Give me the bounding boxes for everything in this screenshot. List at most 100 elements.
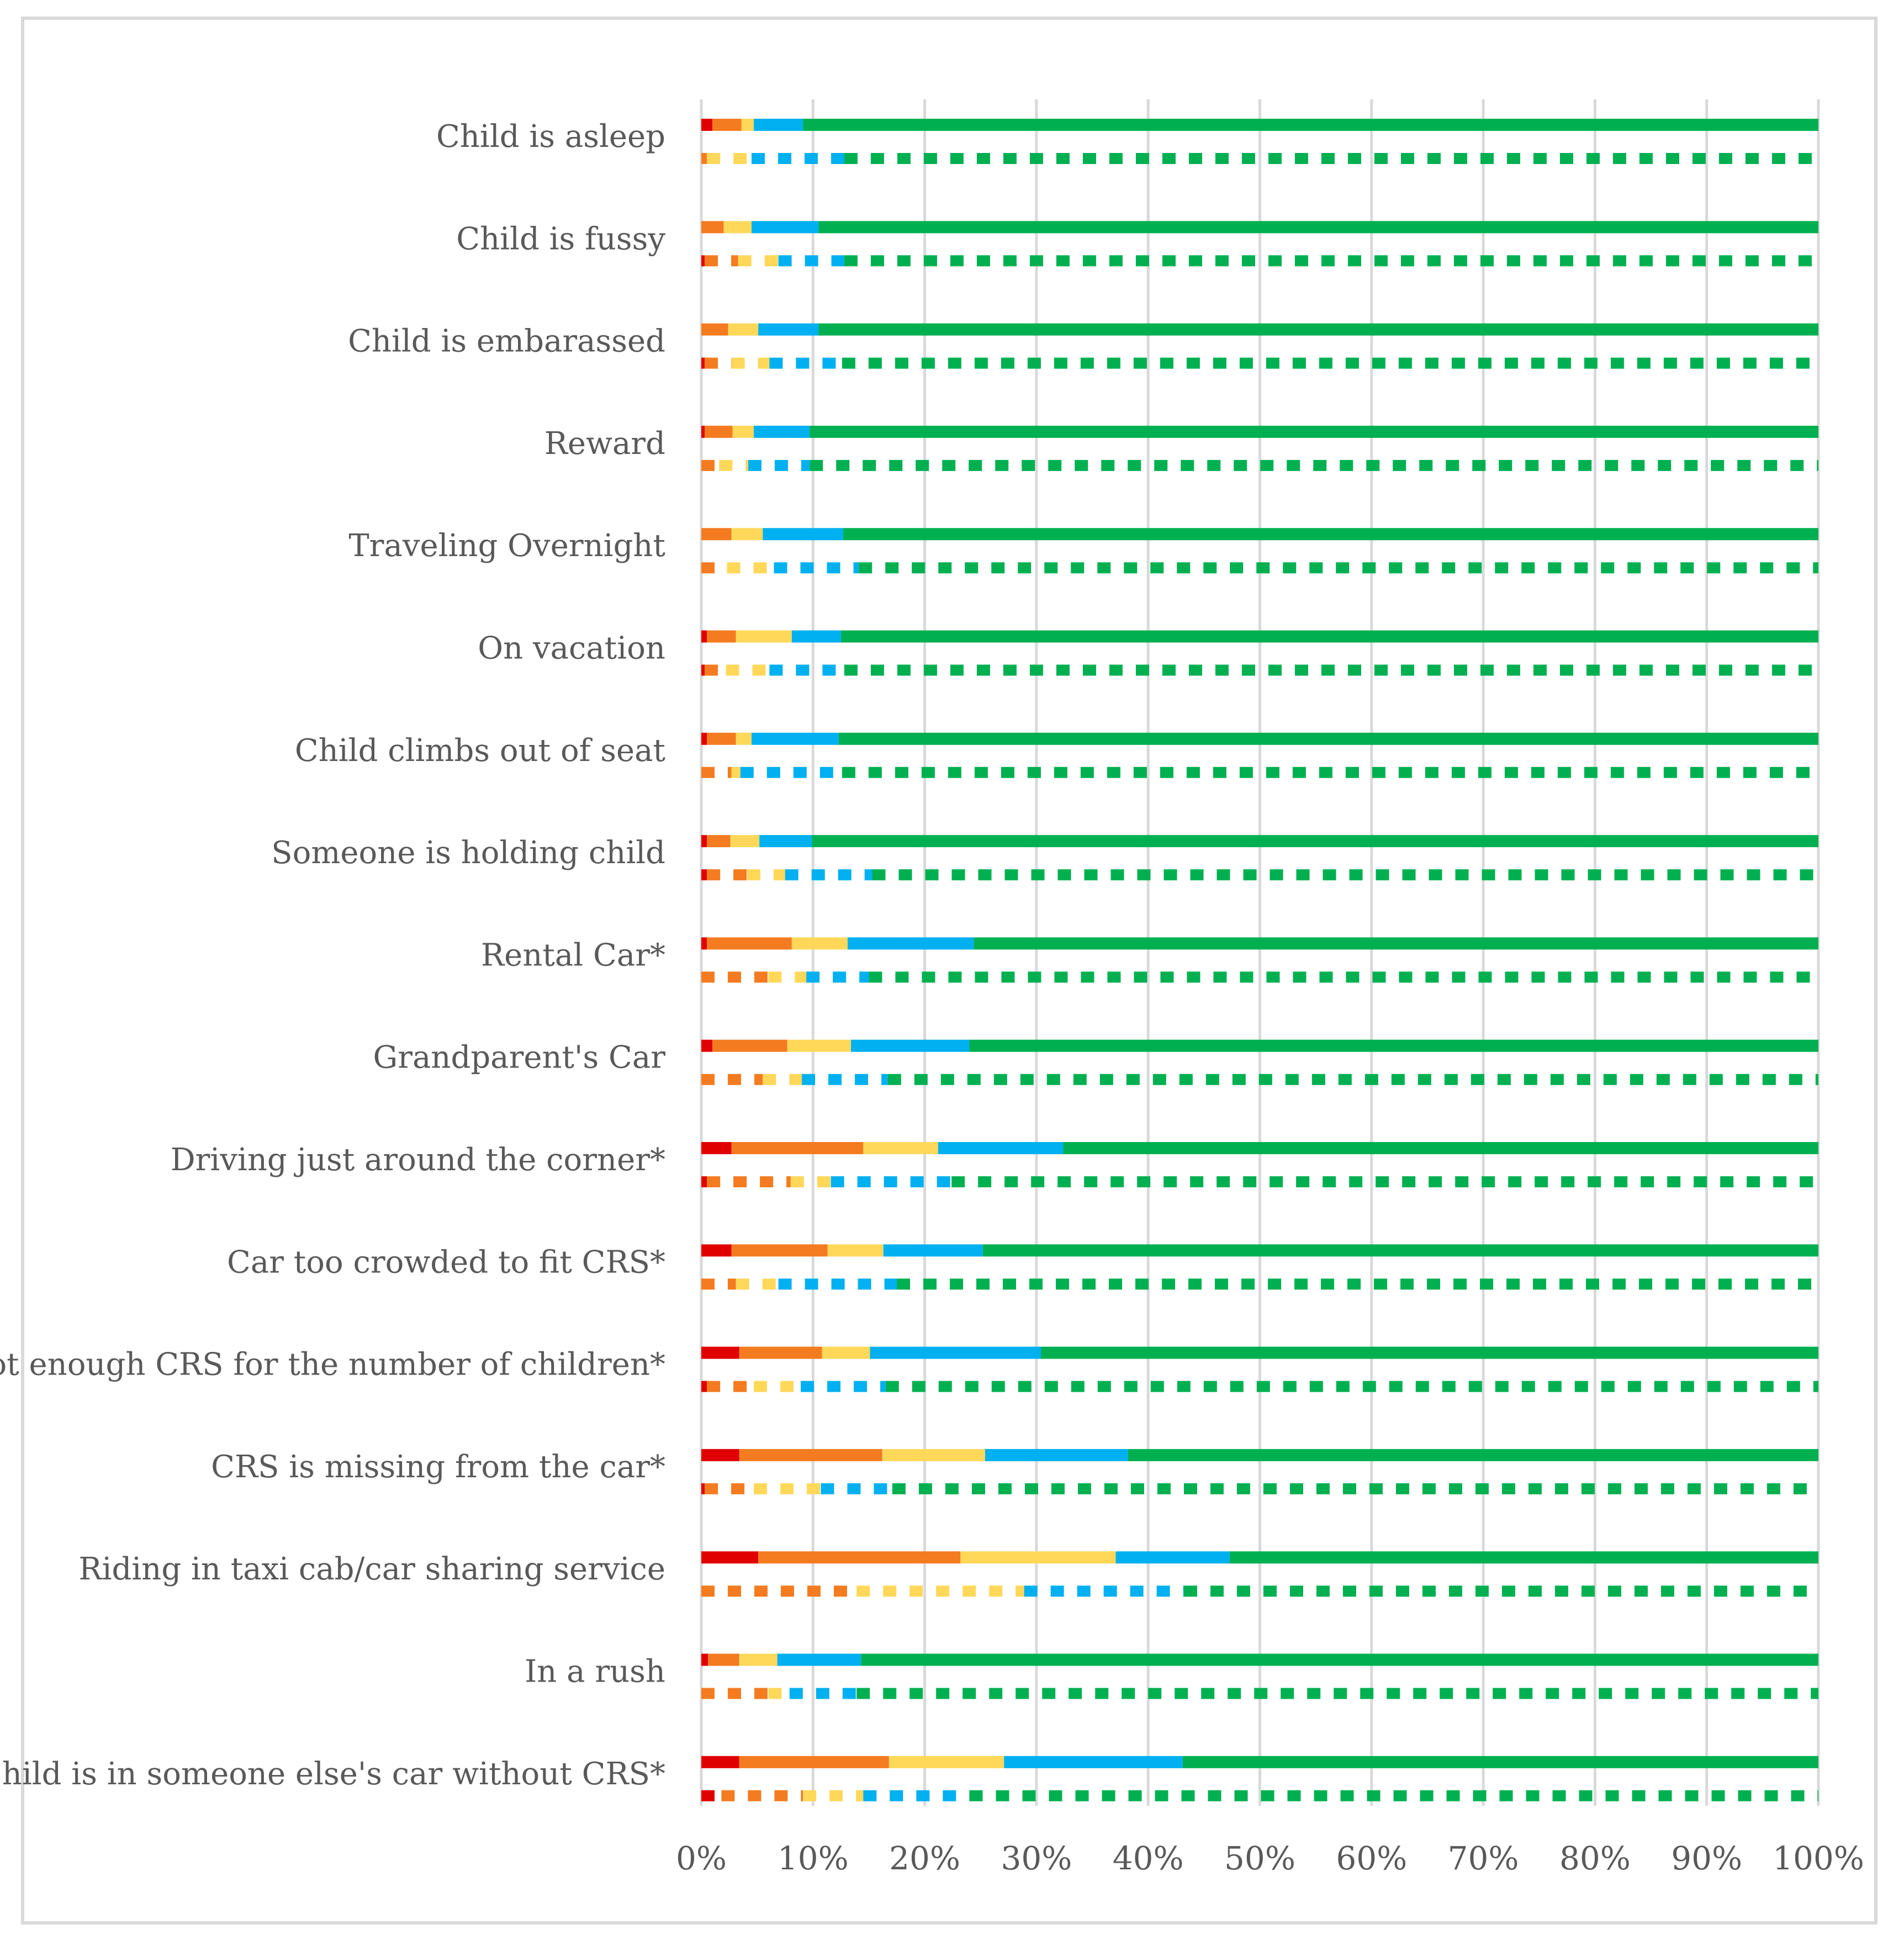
x-axis-tick-labels: 0% 10% 20% 30% 40% 50% 60% 70% 80% 90% 100% <box>676 1840 1864 1877</box>
gridlines <box>700 99 1820 1806</box>
bar-segment-solid <box>888 1756 1004 1768</box>
x-tick-label: 20% <box>889 1840 960 1877</box>
x-tick-label: 40% <box>1113 1840 1184 1877</box>
bar-segment-solid <box>758 323 819 336</box>
category-label: Someone is holding child <box>271 835 665 871</box>
bar-segment-solid <box>758 1551 961 1564</box>
bar-segment-solid <box>938 1142 1064 1154</box>
category-labels: Child is asleep Child is fussy Child is em… <box>0 119 665 1792</box>
bar-segment-solid <box>838 732 1818 745</box>
bar-segment-solid <box>701 119 713 131</box>
bar-segment-solid <box>754 119 803 131</box>
bar-segment-solid <box>701 1346 739 1359</box>
bar-segment-solid <box>701 528 732 541</box>
bar-segment-solid <box>777 1653 861 1666</box>
bar-segment-solid <box>870 1346 1041 1359</box>
category-label: Child is in someone else's car without C… <box>0 1756 665 1792</box>
bar-segment-solid <box>736 630 792 643</box>
x-tick-label: 70% <box>1448 1840 1519 1877</box>
bar-segment-solid <box>752 732 839 745</box>
category-label: Riding in taxi cab/car sharing service <box>78 1551 665 1587</box>
bar-segment-solid <box>701 1039 713 1052</box>
bar-segment-solid <box>739 1756 889 1768</box>
bar-segment-solid <box>974 937 1818 950</box>
bar-segment-solid <box>827 1244 884 1257</box>
bar-segment-solid <box>732 425 754 438</box>
bar-segment-solid <box>701 1653 708 1666</box>
category-label: Child is embarassed <box>348 324 665 360</box>
x-tick-label: 30% <box>1001 1840 1072 1877</box>
bar-segment-solid <box>818 323 1818 336</box>
x-tick-label: 100% <box>1773 1840 1864 1877</box>
category-label: Child is fussy <box>456 221 665 257</box>
bar-segment-solid <box>763 528 843 541</box>
bar-segment-solid <box>707 835 731 848</box>
bar-segment-solid <box>723 221 752 234</box>
x-tick-label: 50% <box>1224 1840 1295 1877</box>
bar-segment-solid <box>701 1756 739 1768</box>
bar-segment-solid <box>708 1653 739 1666</box>
bar-segment-solid <box>701 937 707 950</box>
bar-segment-solid <box>840 630 1818 643</box>
category-label: Car too crowded to fit CRS* <box>227 1244 665 1280</box>
bar-segment-solid <box>701 1244 732 1257</box>
bar-segment-solid <box>701 1449 739 1461</box>
bar-segment-solid <box>730 835 760 848</box>
bar-segment-solid <box>1115 1551 1230 1564</box>
bar-segment-solid <box>701 425 705 438</box>
bar-segment-solid <box>810 425 1818 438</box>
category-label: Traveling Overnight <box>348 528 665 564</box>
bar-segment-solid <box>803 119 1818 131</box>
bar-segment-solid <box>712 1039 787 1052</box>
category-label: CRS is missing from the car* <box>211 1449 665 1485</box>
bar-segment-solid <box>705 425 733 438</box>
bar-segment-solid <box>701 835 707 848</box>
bar-segment-solid <box>1004 1756 1183 1768</box>
bar-segment-solid <box>736 732 752 745</box>
bar-segment-solid <box>752 221 819 234</box>
bar-segment-solid <box>822 1346 870 1359</box>
x-tick-label: 60% <box>1336 1840 1407 1877</box>
bar-segment-solid <box>731 528 763 541</box>
bar-segment-solid <box>707 732 736 745</box>
bar-segment-solid <box>969 1039 1818 1052</box>
bar-segment-solid <box>812 835 1818 848</box>
bar-segment-solid <box>759 835 812 848</box>
bar-segment-solid <box>1182 1756 1818 1768</box>
x-tick-label: 10% <box>778 1840 849 1877</box>
bar-segment-solid <box>863 1142 938 1154</box>
category-label: Child climbs out of seat <box>295 733 666 769</box>
x-tick-label: 80% <box>1559 1840 1631 1877</box>
category-label: In a rush <box>525 1654 665 1690</box>
x-tick-label: 90% <box>1671 1840 1742 1877</box>
category-label: Driving just around the corner* <box>171 1142 665 1178</box>
category-label: Rental Car* <box>481 937 665 973</box>
category-label: Not enough CRS for the number of childre… <box>0 1347 665 1383</box>
bar-segment-solid <box>739 1653 778 1666</box>
bar-segment-solid <box>728 323 759 336</box>
bars <box>701 119 1818 1801</box>
bar-segment-solid <box>883 1244 983 1257</box>
bar-segment-solid <box>739 1449 882 1461</box>
category-label: Grandparent's Car <box>373 1040 666 1076</box>
bar-segment-solid <box>843 528 1818 541</box>
bar-segment-solid <box>701 1142 732 1154</box>
bar-segment-solid <box>741 119 754 131</box>
category-label: On vacation <box>478 631 665 667</box>
bar-segment-solid <box>960 1551 1116 1564</box>
bar-segment-solid <box>861 1653 1818 1666</box>
bar-segment-solid <box>848 937 974 950</box>
bar-segment-solid <box>1063 1142 1818 1154</box>
category-label: Reward <box>544 426 665 462</box>
category-label: Child is asleep <box>436 119 665 155</box>
bar-segment-solid <box>701 630 707 643</box>
bar-segment-solid <box>731 1244 828 1257</box>
bar-segment-solid <box>701 732 707 745</box>
x-tick-label: 0% <box>676 1840 727 1877</box>
bar-segment-solid <box>982 1244 1818 1257</box>
bar-segment-solid <box>754 425 810 438</box>
bar-segment-solid <box>985 1449 1128 1461</box>
bar-segment-solid <box>701 323 728 336</box>
bar-segment-solid <box>707 630 736 643</box>
